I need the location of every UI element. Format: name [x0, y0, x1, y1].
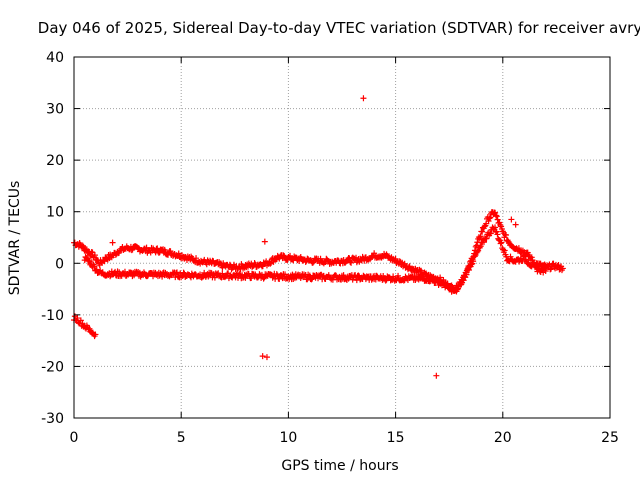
y-tick-label: 40 — [46, 50, 64, 66]
y-tick-label: -20 — [41, 359, 64, 375]
grid-lines — [74, 57, 610, 418]
data-point-1-380 — [395, 272, 402, 279]
data-point-1-275 — [308, 276, 315, 283]
data-point-1-471 — [470, 258, 477, 265]
data-point-0-553 — [524, 249, 531, 256]
data-point-0-542 — [515, 245, 522, 252]
data-point-0-102 — [154, 245, 161, 252]
data-point-1-476 — [474, 248, 481, 255]
data-point-1-458 — [459, 277, 466, 284]
data-point-0-515 — [493, 213, 500, 220]
data-point-0-513 — [492, 209, 499, 216]
data-point-1-558 — [542, 268, 549, 275]
data-point-1-202 — [248, 275, 255, 282]
data-point-0-128 — [175, 250, 182, 257]
data-point-1-469 — [468, 261, 475, 268]
y-tick-label: 30 — [46, 102, 64, 118]
data-point-0-581 — [547, 266, 554, 273]
data-point-1-487 — [483, 235, 490, 242]
data-point-0-497 — [479, 228, 486, 235]
data-point-1-120 — [180, 269, 187, 276]
data-point-0-365 — [371, 250, 378, 257]
y-axis-label: SDTVAR / TECUs — [7, 181, 23, 296]
data-point-0-558 — [528, 254, 535, 261]
data-point-1-505 — [498, 239, 505, 246]
data-point-1-2 — [83, 254, 90, 261]
data-point-1-516 — [507, 253, 514, 260]
x-axis-label: GPS time / hours — [281, 458, 398, 474]
data-point-1-236 — [276, 275, 283, 282]
data-point-0-71 — [128, 247, 135, 254]
data-point-0-495 — [477, 233, 484, 240]
data-point-0-26 — [91, 252, 98, 259]
y-tick-label: -30 — [41, 411, 64, 427]
data-point-0-18 — [85, 248, 92, 255]
data-point-1-456 — [457, 281, 464, 288]
data-point-2-18 — [86, 325, 93, 332]
data-point-3-4 — [261, 238, 268, 245]
plot-frame — [73, 56, 611, 419]
data-point-3-1 — [433, 372, 440, 379]
data-point-3-0 — [360, 95, 367, 102]
data-point-0-300 — [317, 255, 324, 262]
data-point-0-336 — [347, 259, 354, 266]
data-point-3-5 — [508, 216, 515, 223]
data-point-0-149 — [193, 255, 200, 262]
y-tick-label: 10 — [46, 205, 64, 221]
y-tick-label: -10 — [41, 308, 64, 324]
data-point-1-473 — [471, 253, 478, 260]
data-point-1-463 — [463, 271, 470, 278]
data-point-1-314 — [340, 272, 347, 279]
y-tick-label: 20 — [46, 153, 64, 169]
data-point-2-25 — [92, 331, 99, 338]
data-point-1-158 — [211, 274, 218, 281]
data-point-0-596 — [559, 265, 566, 272]
data-point-1-243 — [282, 271, 289, 278]
y-tick-label: 0 — [55, 256, 64, 272]
data-point-0-337 — [348, 259, 355, 266]
axis-ticks: 0 5 10 15 20 25 -30 -20 -10 0 10 20 30 40 — [41, 50, 619, 446]
x-tick-label: 15 — [387, 430, 405, 446]
data-point-0-239 — [267, 260, 274, 267]
x-tick-label: 25 — [601, 430, 619, 446]
x-tick-label: 0 — [70, 430, 79, 446]
data-point-3-8 — [506, 257, 513, 264]
data-points — [71, 95, 566, 379]
data-point-1-499 — [493, 228, 500, 235]
data-point-1-492 — [487, 230, 494, 237]
data-point-3-6 — [512, 221, 519, 228]
data-point-0-514 — [492, 212, 499, 219]
data-point-2-8 — [77, 317, 84, 324]
data-point-0-422 — [418, 267, 425, 274]
data-point-1-484 — [480, 239, 487, 246]
data-point-1-532 — [521, 252, 528, 259]
data-point-3-7 — [109, 239, 116, 246]
data-point-0-263 — [287, 252, 294, 259]
data-point-1-112 — [173, 269, 180, 276]
data-point-0-526 — [503, 231, 510, 238]
data-point-0-11 — [79, 242, 86, 249]
data-point-1-509 — [501, 247, 508, 254]
data-point-0-507 — [487, 214, 494, 221]
data-point-0-506 — [486, 215, 493, 222]
data-point-1-435 — [440, 279, 447, 286]
data-point-1-12 — [91, 263, 98, 270]
data-point-3-3 — [263, 354, 270, 361]
data-point-1-534 — [522, 256, 529, 263]
data-point-1-500 — [494, 231, 501, 238]
data-point-0-291 — [310, 259, 317, 266]
data-point-1-416 — [424, 273, 431, 280]
data-point-1-466 — [465, 266, 472, 273]
data-point-1-480 — [477, 243, 484, 250]
data-point-3-2 — [259, 353, 266, 360]
data-point-0-111 — [161, 246, 168, 253]
x-tick-label: 10 — [279, 430, 297, 446]
x-tick-label: 5 — [177, 430, 186, 446]
data-point-1-504 — [497, 240, 504, 247]
data-point-2-4 — [74, 315, 81, 322]
x-tick-label: 20 — [494, 430, 512, 446]
chart-title: Day 046 of 2025, Sidereal Day-to-day VTE… — [38, 19, 640, 37]
data-point-1-497 — [492, 224, 499, 231]
